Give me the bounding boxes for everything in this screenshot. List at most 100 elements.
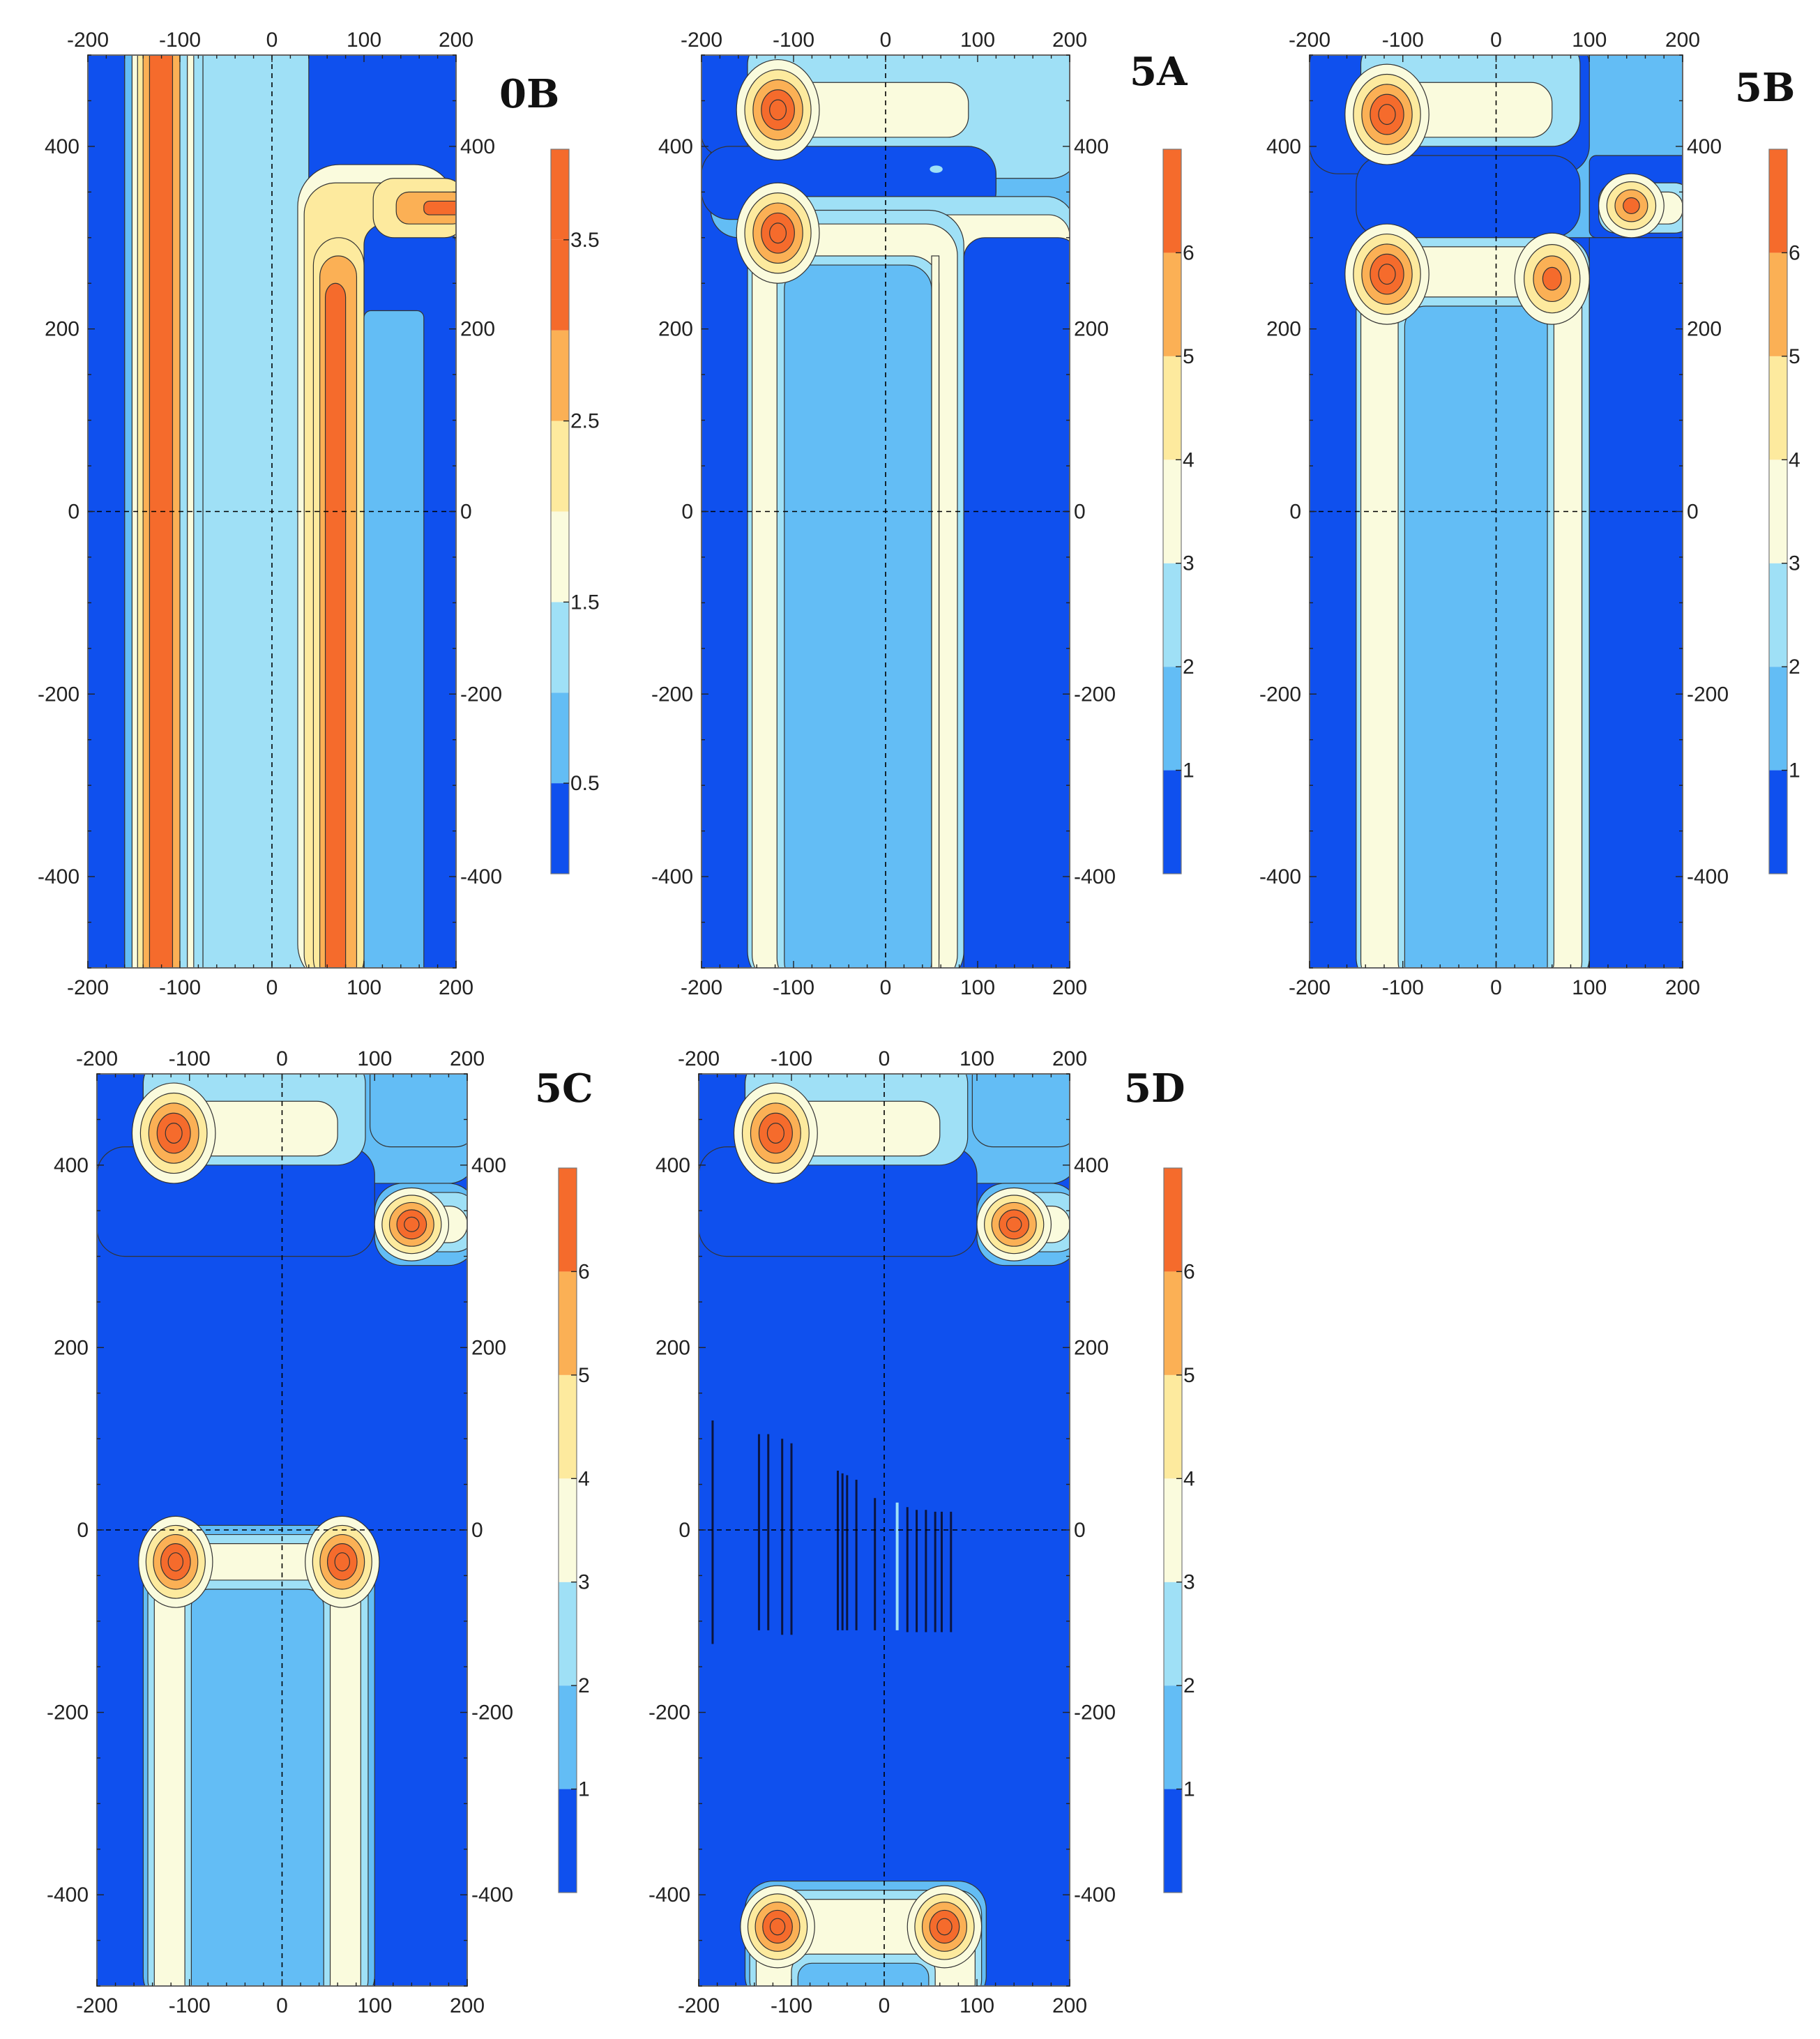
panel-0B: 0B -200 -200 -100 -100 0 0 100 100 200 200 -400 -40… xyxy=(38,29,600,999)
hotspot-mid-left xyxy=(736,182,820,284)
panel-5B-colorbar: 1 2 3 4 5 6 xyxy=(1768,149,1800,874)
y-tick-label-left: 0 xyxy=(68,501,79,524)
y-tick-label-right: 400 xyxy=(460,135,495,158)
x-tick-label-top: 200 xyxy=(1052,1047,1087,1070)
panel-0B-colorbar: 0.5 1.5 2.5 3.5 xyxy=(550,149,600,874)
colorbar-segment xyxy=(1163,149,1181,253)
colorbar-tick-label: 4 xyxy=(1183,1467,1195,1490)
colorbar-tick-label: 4 xyxy=(1183,448,1195,471)
hotspot-top-left xyxy=(1344,63,1430,165)
y-tick-label-left: -400 xyxy=(649,1883,690,1907)
y-tick-label-right: 400 xyxy=(1074,1154,1109,1177)
y-tick-label-right: 200 xyxy=(460,318,495,341)
y-tick-label-right: 0 xyxy=(1687,501,1699,524)
y-tick-label-right: -200 xyxy=(471,1701,513,1725)
right-region xyxy=(1588,237,1683,968)
y-tick-label-left: 200 xyxy=(1266,318,1301,341)
y-tick-label-right: -400 xyxy=(460,865,502,888)
x-tick-label-top: 200 xyxy=(1665,29,1700,52)
colorbar-segment xyxy=(1769,770,1787,874)
x-tick-label-bottom: 100 xyxy=(347,976,381,999)
y-tick-label-left: 400 xyxy=(658,135,693,158)
panel-5B-title: 5B xyxy=(1735,65,1795,111)
y-tick-label-left: -400 xyxy=(47,1883,89,1907)
y-tick-label-right: 0 xyxy=(460,501,472,524)
x-tick-label-bottom: 100 xyxy=(357,1994,392,2017)
legs-core xyxy=(784,264,932,968)
hotspot-lower-right-level-7 xyxy=(334,1552,351,1572)
y-tick-label-right: 400 xyxy=(1074,135,1109,158)
hotspot-top-left-level-7 xyxy=(766,1123,784,1144)
colorbar-tick-label: 3 xyxy=(1183,1571,1195,1594)
x-tick-label-top: -200 xyxy=(681,29,722,52)
colorbar-segment xyxy=(551,420,569,512)
colorbar-frame xyxy=(1768,149,1788,874)
colorbar-segment xyxy=(1769,460,1787,563)
colorbar-segment xyxy=(559,1168,577,1272)
x-tick-label-bottom: 0 xyxy=(879,1994,890,2017)
top-right-fill xyxy=(971,1074,1070,1148)
x-tick-label-bottom: -200 xyxy=(76,1994,118,2017)
colorbar-tick-label: 3 xyxy=(1789,552,1800,575)
colorbar-tick-label: 0.5 xyxy=(570,772,600,795)
panel-5A-title: 5A xyxy=(1130,49,1188,95)
hotspot-top-left xyxy=(131,1082,216,1184)
hotspot-mid-right-level-6 xyxy=(1542,266,1562,291)
x-tick-label-bottom: -100 xyxy=(169,1994,211,2017)
colorbar-segment xyxy=(1164,1374,1182,1479)
colorbar-segment xyxy=(551,511,569,602)
x-tick-label-top: -100 xyxy=(773,29,814,52)
y-tick-label-left: 0 xyxy=(678,1519,690,1542)
colorbar-segment xyxy=(551,239,569,331)
colorbar-frame xyxy=(1162,149,1182,874)
y-tick-label-right: -200 xyxy=(460,683,502,706)
hotspot-bottom-right xyxy=(907,1885,983,1969)
x-tick-label-bottom: 0 xyxy=(1490,976,1502,999)
colorbar-segment xyxy=(551,602,569,693)
x-tick-label-bottom: 0 xyxy=(276,1994,288,2017)
right-ridge-flank xyxy=(363,310,425,968)
x-tick-label-top: 100 xyxy=(960,1047,994,1070)
x-tick-label-top: -100 xyxy=(1382,29,1424,52)
y-tick-label-right: 400 xyxy=(471,1154,506,1177)
colorbar-frame xyxy=(550,149,570,874)
colorbar-segment xyxy=(559,1271,577,1375)
x-tick-label-top: 0 xyxy=(1490,29,1502,52)
colorbar-tick-label: 2 xyxy=(1183,655,1195,679)
panel-5A-plot xyxy=(702,55,1070,968)
colorbar-segment xyxy=(1769,149,1787,253)
y-tick-label-right: 0 xyxy=(1074,1519,1086,1542)
y-tick-label-right: 400 xyxy=(1687,135,1722,158)
x-tick-label-bottom: 100 xyxy=(960,1994,994,2017)
y-tick-label-left: -200 xyxy=(47,1701,89,1725)
y-tick-label-left: 400 xyxy=(54,1154,89,1177)
colorbar-segment xyxy=(559,1582,577,1686)
x-tick-label-top: -200 xyxy=(1289,29,1330,52)
y-tick-label-right: 200 xyxy=(1687,318,1722,341)
hotspot-top-left-level-7 xyxy=(165,1123,183,1144)
small-island xyxy=(930,165,943,173)
y-tick-label-right: 200 xyxy=(1074,318,1109,341)
colorbar-segment xyxy=(1769,356,1787,460)
y-tick-label-left: 400 xyxy=(45,135,79,158)
y-tick-label-right: 0 xyxy=(1074,501,1086,524)
y-tick-label-right: -400 xyxy=(1074,1883,1116,1907)
y-tick-label-left: 0 xyxy=(77,1519,89,1542)
colorbar-tick-label: 4 xyxy=(1789,448,1800,471)
y-tick-label-right: -400 xyxy=(1687,865,1729,888)
y-tick-label-left: -200 xyxy=(649,1701,690,1725)
x-tick-label-bottom: -200 xyxy=(1289,976,1330,999)
y-tick-label-left: 0 xyxy=(1289,501,1301,524)
colorbar-tick-label: 4 xyxy=(578,1467,590,1490)
colorbar-segment xyxy=(1163,667,1181,771)
x-tick-label-bottom: -200 xyxy=(681,976,722,999)
colorbar-tick-label: 3 xyxy=(1183,552,1195,575)
hotspot-lower-right xyxy=(305,1515,380,1608)
colorbar-tick-label: 1 xyxy=(1183,1778,1195,1801)
legs-core xyxy=(190,1589,324,1986)
panel-0B-axes: -200 -200 -100 -100 0 0 100 100 200 200 -400 -400 -2… xyxy=(38,29,502,999)
hotspot-lower-left xyxy=(138,1515,213,1608)
panel-5B-axes: -200 -200 -100 -100 0 0 100 100 200 200 -400 -400 -2… xyxy=(1259,29,1729,999)
